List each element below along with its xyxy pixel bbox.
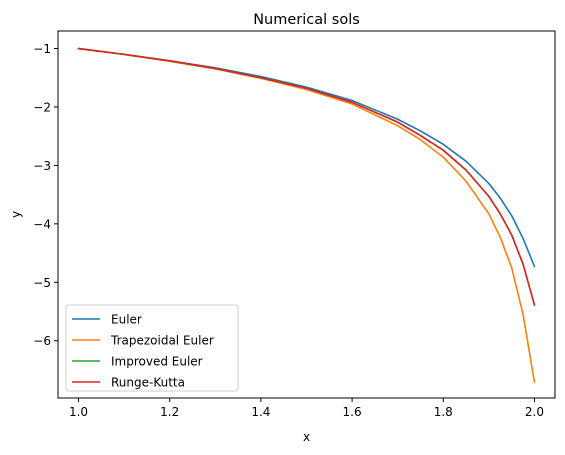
x-tick-label: 1.6 [343,405,362,419]
y-tick-label: −4 [33,217,51,231]
x-tick-label: 1.8 [434,405,453,419]
y-axis: −1 −2 −3 −4 −5 −6 [33,42,58,348]
y-axis-label: y [9,211,23,218]
x-tick-label: 2.0 [525,405,544,419]
x-tick-label: 1.4 [251,405,270,419]
x-tick-label: 1.0 [69,405,88,419]
y-tick-label: −5 [33,276,51,290]
y-tick-label: −2 [33,100,51,114]
x-tick-label: 1.2 [160,405,179,419]
y-tick-label: −6 [33,334,51,348]
legend-label-improved-euler: Improved Euler [111,355,203,369]
series-layer [77,47,536,384]
plot-frame [57,30,556,399]
plot-area [57,30,556,399]
legend-label-euler: Euler [111,313,142,327]
x-axis-label: x [303,430,310,444]
x-axis: 1.0 1.2 1.4 1.6 1.8 2.0 [69,398,544,419]
y-tick-label: −3 [33,159,51,173]
legend-items: Euler Trapezoidal Euler Improved Euler Rung… [72,313,214,390]
legend-box [65,304,239,392]
y-tick-label: −1 [33,42,51,56]
legend-label-runge-kutta: Runge-Kutta [111,376,185,390]
legend: Euler Trapezoidal Euler Improved Euler Rung… [65,304,239,392]
chart-title: Numerical sols [253,12,360,28]
series-line-runge-kutta [77,47,536,306]
legend-label-trapezoidal-euler: Trapezoidal Euler [110,334,214,348]
